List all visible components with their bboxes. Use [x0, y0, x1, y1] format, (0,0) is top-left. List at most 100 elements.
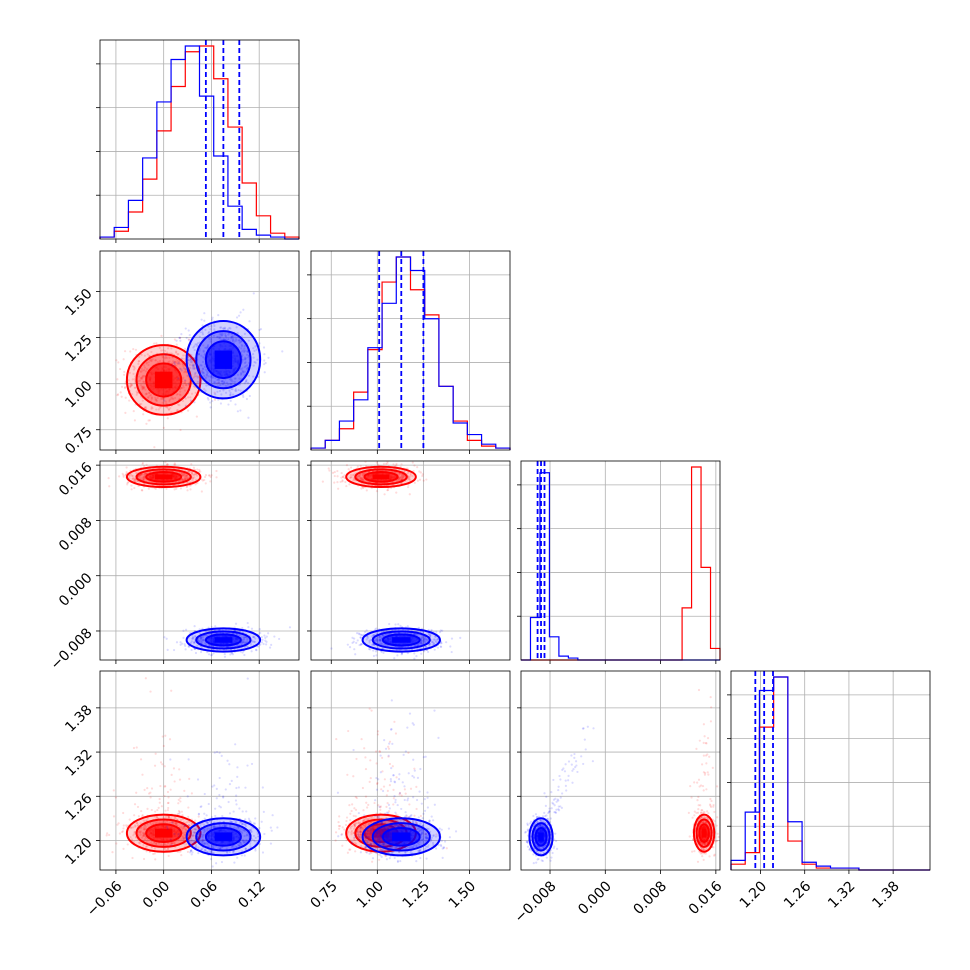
sample-point	[183, 389, 187, 392]
sample-point	[244, 825, 248, 828]
sample-point	[261, 786, 264, 789]
sample-point	[167, 806, 170, 810]
sample-point	[163, 847, 166, 850]
sample-point	[191, 475, 194, 478]
sample-point	[245, 368, 249, 371]
sample-point	[225, 381, 229, 384]
sample-point	[150, 397, 153, 401]
sample-point	[130, 488, 133, 491]
sample-point	[171, 841, 174, 845]
sample-point	[229, 378, 232, 381]
sample-point	[143, 788, 146, 791]
sample-point	[142, 364, 146, 367]
sample-point	[179, 643, 182, 646]
sample-point	[368, 641, 371, 644]
sample-point	[254, 817, 257, 820]
sample-point	[165, 637, 168, 640]
sample-point	[184, 828, 187, 832]
sample-point	[197, 815, 200, 818]
sample-point	[435, 630, 438, 633]
sample-point	[188, 363, 192, 366]
sample-point	[150, 350, 153, 354]
sample-point	[231, 653, 235, 656]
sample-point	[156, 361, 159, 364]
sample-point	[196, 468, 199, 471]
sample-point	[209, 328, 212, 331]
sample-point	[372, 634, 375, 637]
sample-point	[267, 632, 270, 635]
sample-point	[218, 333, 221, 336]
sample-point	[267, 356, 270, 359]
sample-point	[174, 463, 177, 466]
sample-point	[328, 469, 331, 472]
sample-point	[247, 356, 250, 359]
sample-point	[215, 476, 218, 479]
y-tick-label: 1.38	[62, 702, 95, 735]
sample-point	[269, 826, 272, 829]
sample-point	[378, 636, 381, 639]
sample-point	[187, 355, 190, 358]
sample-point	[148, 391, 151, 395]
sample-point	[185, 474, 188, 477]
sample-point	[129, 350, 132, 353]
sample-point	[407, 477, 410, 481]
sample-point	[159, 784, 162, 788]
sample-point	[240, 854, 244, 857]
sample-point	[288, 626, 292, 629]
sample-point	[198, 349, 201, 352]
sample-point	[135, 472, 138, 475]
sample-point	[423, 636, 426, 639]
sample-point	[139, 822, 142, 825]
sample-point	[424, 645, 427, 648]
sample-point	[162, 426, 165, 429]
sample-point	[165, 402, 168, 405]
sample-point	[141, 369, 144, 372]
sample-point	[132, 368, 136, 371]
sample-point	[169, 788, 172, 791]
sample-point	[175, 339, 178, 342]
sample-point	[152, 822, 155, 825]
sample-point	[128, 371, 131, 375]
sample-point	[265, 640, 268, 643]
sample-point	[398, 477, 401, 480]
sample-point	[172, 360, 175, 363]
sample-point	[170, 347, 173, 350]
sample-point	[430, 628, 433, 632]
sample-point	[211, 318, 214, 321]
sample-point	[221, 814, 224, 818]
sample-point	[243, 349, 247, 352]
sample-point	[107, 477, 110, 480]
sample-point	[419, 641, 422, 644]
sample-point	[157, 821, 160, 824]
sample-point	[243, 382, 246, 385]
sample-point	[178, 367, 181, 370]
sample-point	[162, 744, 165, 748]
sample-point	[201, 367, 204, 370]
density-contour	[363, 471, 399, 483]
sample-point	[401, 477, 404, 480]
density-contour	[195, 630, 252, 650]
sample-point	[163, 785, 166, 788]
sample-point	[199, 364, 202, 367]
sample-point	[258, 628, 261, 631]
y-tick-label: 0.016	[56, 459, 96, 499]
sample-point	[174, 817, 177, 820]
sample-point	[243, 358, 247, 361]
sample-point	[181, 472, 184, 475]
sample-point	[248, 394, 251, 398]
sample-point	[424, 645, 427, 648]
sample-point	[227, 383, 230, 386]
sample-point	[263, 832, 266, 836]
density-contour	[135, 468, 192, 486]
sample-point	[141, 813, 144, 817]
sample-point	[268, 646, 272, 649]
sample-point	[183, 395, 187, 399]
sample-point	[221, 380, 224, 383]
sample-point	[204, 328, 207, 331]
sample-point	[116, 394, 119, 397]
sample-point	[341, 479, 344, 482]
sample-point	[134, 824, 137, 827]
sample-point	[192, 363, 196, 366]
sample-point	[201, 324, 204, 327]
sample-point	[180, 386, 183, 390]
